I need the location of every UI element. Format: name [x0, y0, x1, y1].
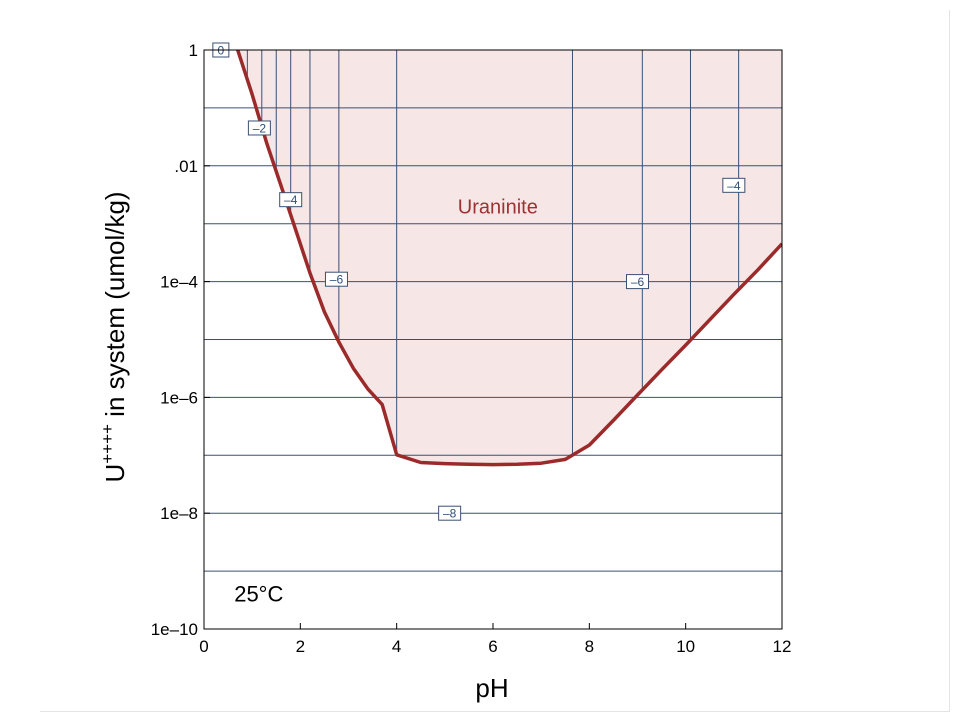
x-tick-label: 8 — [585, 637, 594, 656]
svg-text:U++++ in system (umol/kg): U++++ in system (umol/kg) — [98, 191, 130, 482]
figure-frame — [40, 10, 950, 712]
contour-label-box — [438, 505, 462, 521]
y-tick-label: 1e–10 — [151, 620, 198, 639]
contour-label: –4 — [722, 177, 746, 193]
contour-label-text: –4 — [727, 179, 741, 193]
x-tick-label: 10 — [676, 637, 695, 656]
contour-label: –6 — [626, 274, 649, 290]
x-axis-ticks: 0 2 4 6 8 10 12 — [199, 623, 791, 656]
contour-label: –2 — [247, 120, 271, 136]
y-axis-title-base: U — [100, 464, 130, 483]
contour-label-text: –2 — [253, 121, 267, 135]
x-tick-label: 2 — [296, 637, 305, 656]
contour-label-text: –8 — [443, 507, 457, 521]
contour-label-box — [279, 192, 303, 208]
y-tick-label: .01 — [174, 157, 198, 176]
x-tick-label: 0 — [199, 637, 208, 656]
uraninite-field — [237, 50, 782, 465]
field-label: Uraninite — [458, 197, 538, 219]
contour-label: –6 — [324, 271, 348, 287]
y-tick-label: 1e–4 — [160, 273, 198, 292]
x-tick-label: 12 — [773, 637, 792, 656]
x-tick-label: 6 — [488, 637, 497, 656]
horizontal-contours — [204, 50, 782, 572]
x-axis-title: pH — [475, 673, 508, 703]
contour-label-text: –6 — [631, 275, 645, 289]
contour-label-box — [626, 274, 649, 290]
contour-label: –4 — [279, 192, 303, 208]
y-axis-title-rest: in system (umol/kg) — [100, 191, 130, 424]
y-axis-ticks: 1 .01 1e–4 1e–6 1e–8 1e–10 — [151, 41, 210, 639]
uraninite-boundary — [236, 50, 782, 467]
vertical-contours — [246, 50, 740, 456]
y-tick-label: 1e–8 — [160, 504, 198, 523]
contour-label-text: –4 — [284, 193, 298, 207]
boundary-line — [236, 50, 782, 467]
contour-label-box — [247, 120, 271, 136]
stability-field — [237, 50, 782, 465]
y-axis-title-superscript: ++++ — [98, 424, 117, 464]
y-axis-title: U++++ in system (umol/kg) — [98, 191, 130, 482]
y-tick-label: 1e–6 — [160, 388, 198, 407]
contour-label-text: –6 — [330, 273, 344, 287]
temperature-label: 25°C — [234, 581, 283, 606]
y-tick-label: 1 — [189, 41, 198, 60]
contour-label-box — [324, 271, 348, 287]
contour-label-box — [722, 177, 746, 193]
x-tick-label: 4 — [392, 637, 401, 656]
contour-label: –8 — [438, 505, 462, 521]
